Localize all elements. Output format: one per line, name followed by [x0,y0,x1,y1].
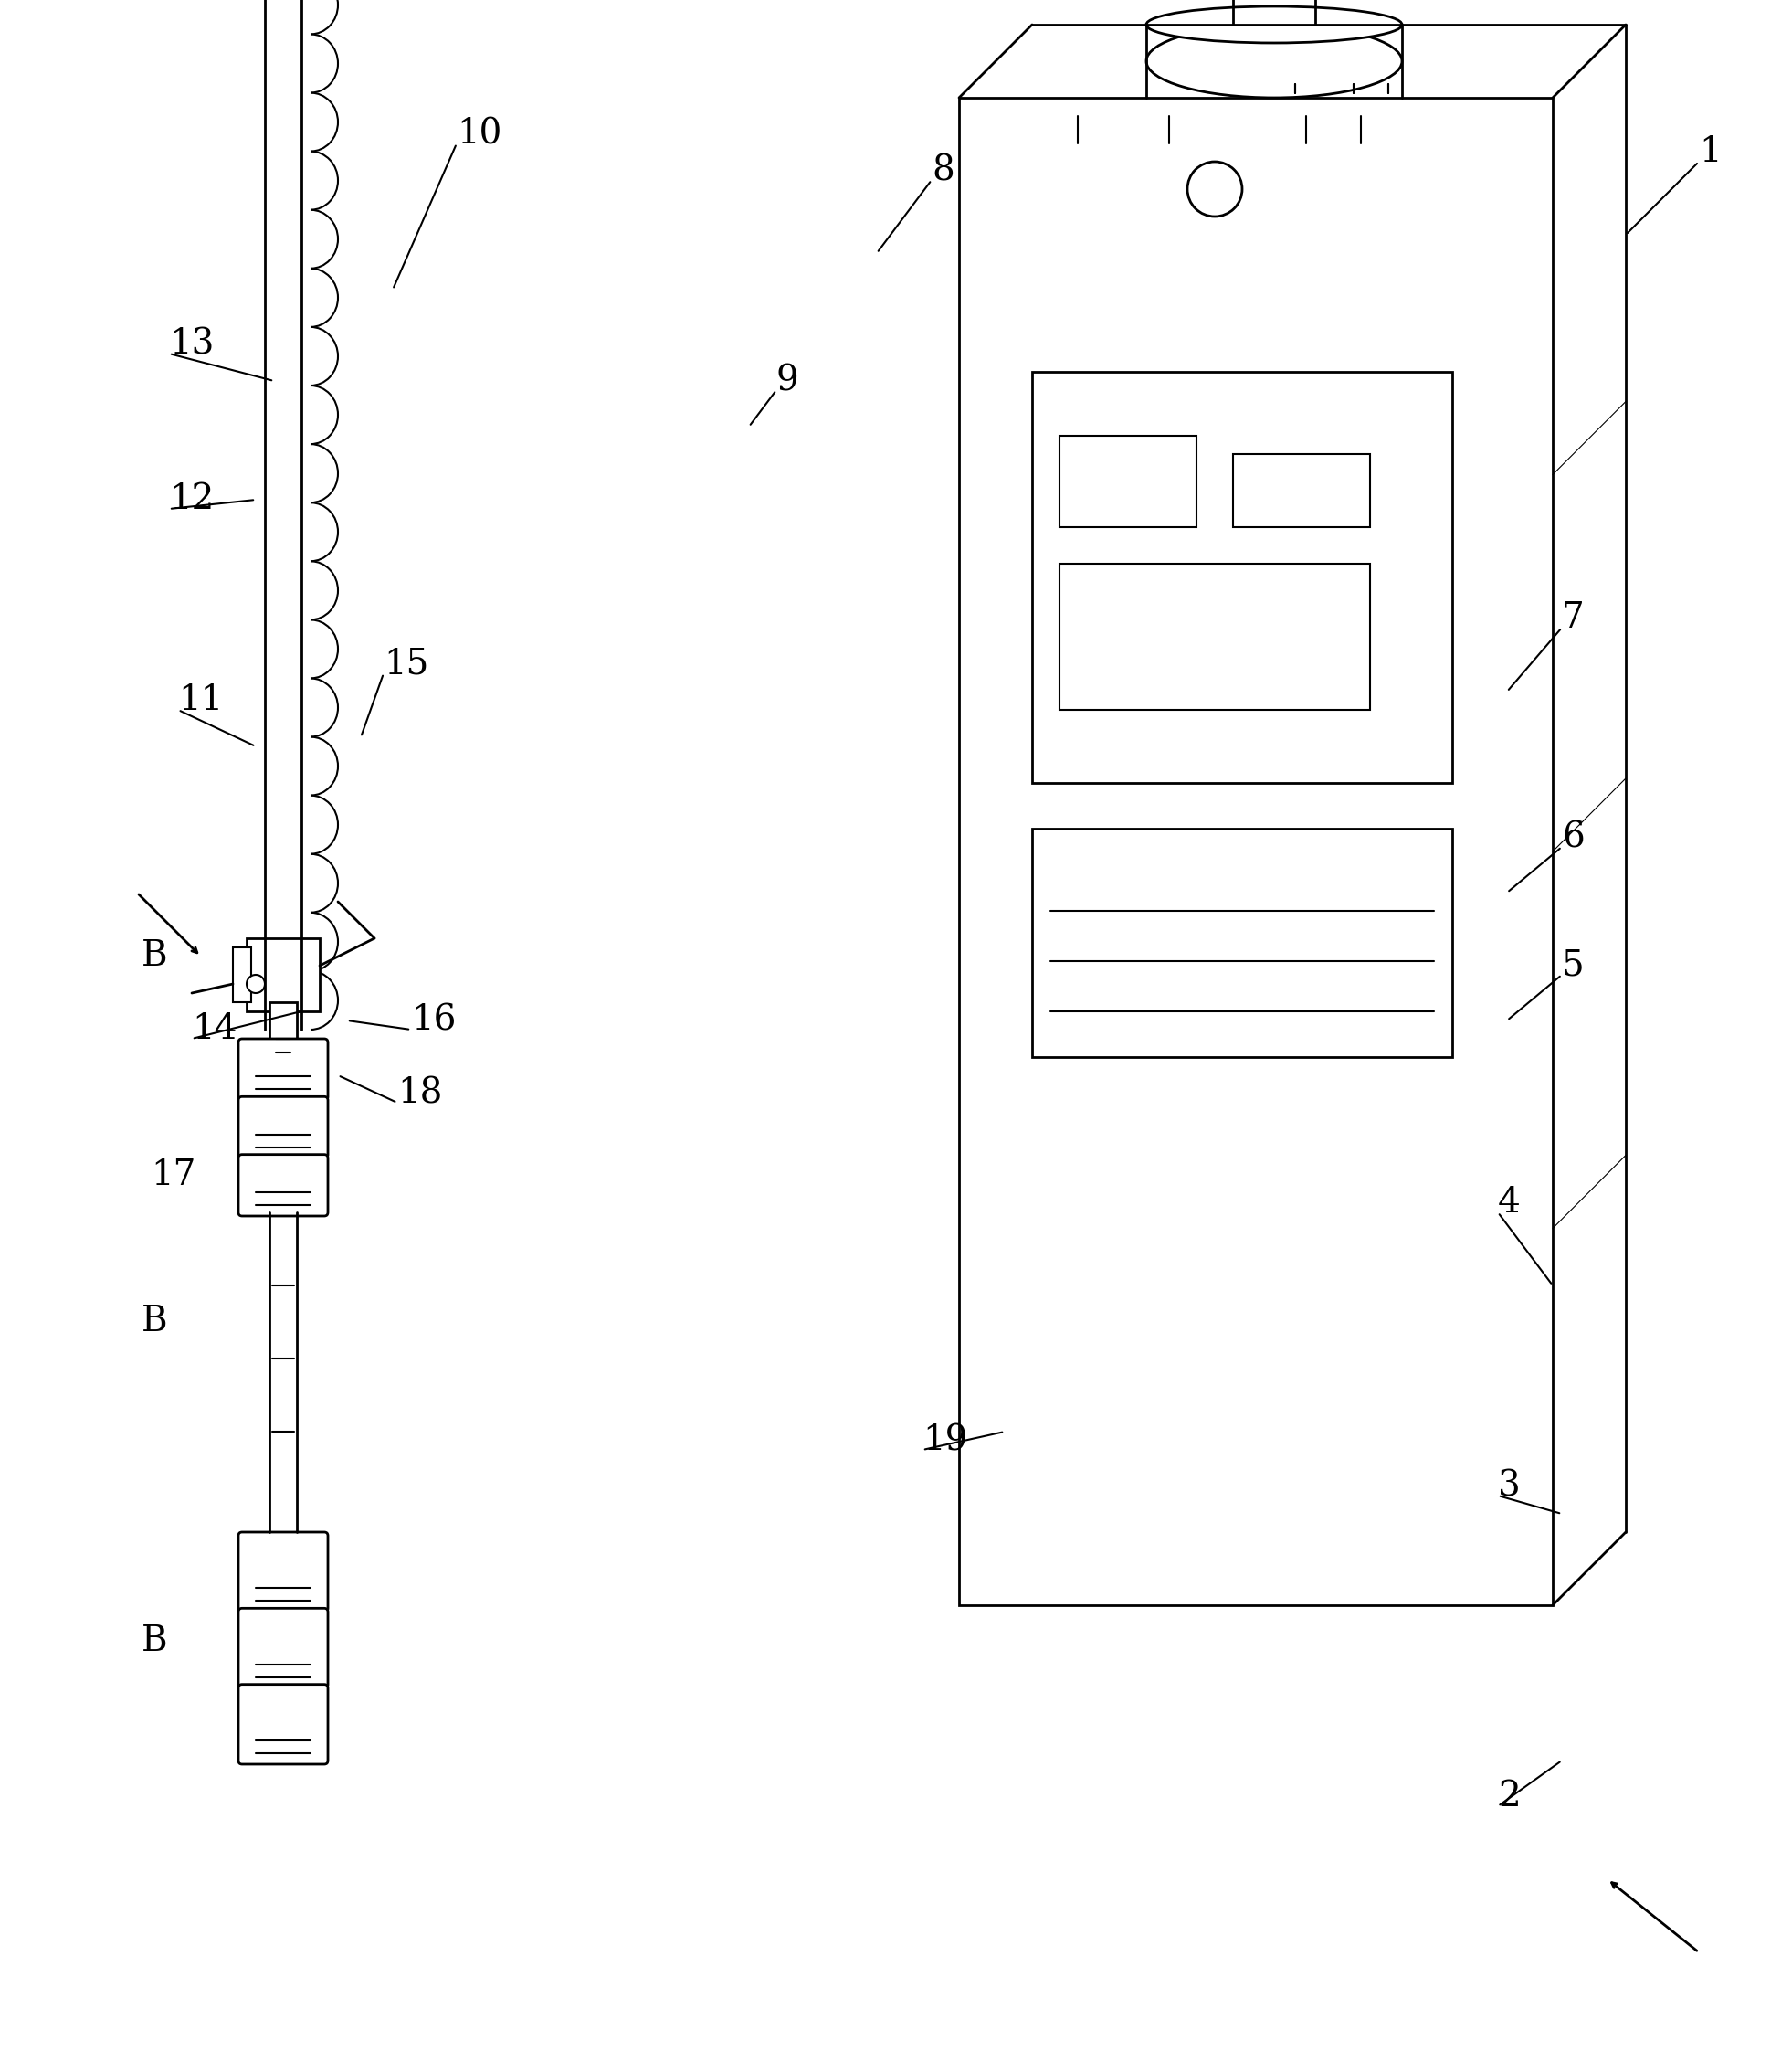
Bar [1059,563,1371,709]
Text: 11: 11 [177,683,222,718]
Text: 7: 7 [1563,602,1584,635]
Bar [959,97,1552,1604]
Text: B: B [142,1625,168,1658]
Text: 19: 19 [923,1423,968,1458]
Ellipse shape [1147,25,1401,97]
Text: 10: 10 [457,118,502,151]
Text: 17: 17 [151,1159,195,1192]
Text: 13: 13 [168,328,213,361]
Text: 16: 16 [410,1002,457,1037]
Text: 12: 12 [168,483,213,516]
Text: 9: 9 [776,363,799,398]
Text: B: B [142,938,168,973]
FancyBboxPatch shape [238,1532,328,1612]
FancyBboxPatch shape [238,1155,328,1217]
Text: 2: 2 [1498,1780,1520,1812]
Bar [1032,829,1452,1058]
FancyBboxPatch shape [238,1608,328,1689]
Text: 3: 3 [1498,1468,1520,1503]
Circle shape [1188,161,1242,217]
FancyBboxPatch shape [238,1685,328,1765]
FancyBboxPatch shape [238,1097,328,1159]
Text: 14: 14 [192,1012,237,1045]
Text: B: B [142,1305,168,1338]
Bar [1233,454,1371,528]
Ellipse shape [1147,6,1401,43]
Text: 18: 18 [398,1076,443,1109]
Circle shape [247,975,265,994]
Text: 6: 6 [1563,821,1584,854]
Bar [247,938,319,1010]
FancyBboxPatch shape [238,1039,328,1101]
Text: 4: 4 [1498,1186,1521,1219]
Bar [1059,435,1197,528]
Bar [269,1002,297,1058]
Bar [233,946,251,1002]
Text: 5: 5 [1563,949,1584,982]
Text: 1: 1 [1699,136,1722,169]
Bar [1032,371,1452,784]
Text: 15: 15 [383,647,428,680]
Text: 8: 8 [932,153,953,188]
